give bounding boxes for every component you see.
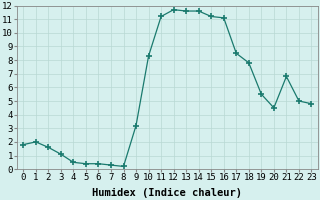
X-axis label: Humidex (Indice chaleur): Humidex (Indice chaleur) [92,188,242,198]
